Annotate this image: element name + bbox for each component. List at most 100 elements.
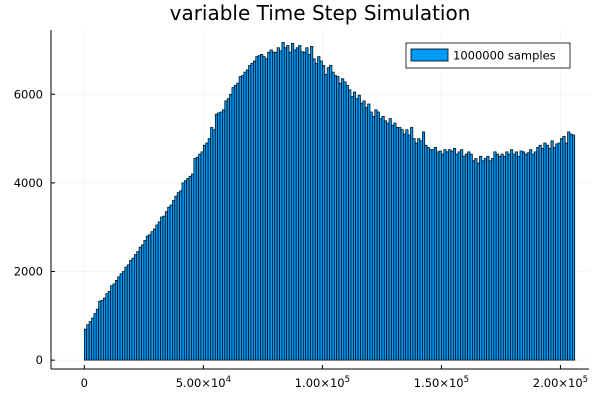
histogram-bar (293, 49, 297, 361)
histogram-bar (448, 149, 452, 361)
legend: 1000000 samples (405, 42, 571, 69)
histogram-bar (162, 215, 166, 361)
histogram-bar (229, 93, 233, 361)
histogram-bar (352, 91, 357, 361)
histogram-bar (186, 178, 190, 361)
histogram-bar (450, 150, 454, 361)
legend-box (405, 42, 571, 69)
x-tick-label: 1.50×105 (414, 375, 469, 390)
histogram-bar (355, 98, 359, 361)
histogram-bar (264, 58, 268, 361)
chart-title: variable Time Step Simulation (170, 1, 471, 25)
histogram-bar (164, 211, 168, 361)
histogram-bar (455, 153, 459, 361)
histogram-bar (126, 264, 130, 361)
histogram-bar (488, 160, 492, 361)
histogram-bar (174, 195, 178, 361)
histogram-bar (422, 131, 426, 361)
histogram-bar (114, 280, 119, 361)
histogram-bar (136, 251, 140, 361)
histogram-bar (179, 190, 183, 361)
histogram-bar (507, 153, 511, 361)
histogram-bar (367, 103, 371, 361)
histogram-bar (107, 291, 111, 361)
histogram-bar (300, 51, 304, 361)
histogram-bar (560, 138, 564, 361)
histogram-bar (543, 142, 547, 361)
histogram-bar (200, 151, 204, 361)
histogram-bar (412, 138, 416, 361)
histogram-bar (243, 71, 247, 361)
histogram-bar (462, 155, 466, 361)
histogram-bar (317, 56, 321, 361)
histogram-bar (469, 153, 473, 361)
histogram-bar (386, 122, 390, 361)
histogram-bar (500, 153, 504, 361)
histogram-bar (331, 71, 335, 361)
histogram-bar (348, 89, 352, 361)
histogram-bar (438, 150, 442, 361)
histogram-bar (481, 160, 485, 361)
histogram-bar (214, 113, 218, 361)
y-tick-label: 4000 (14, 176, 43, 190)
histogram-bar (262, 56, 266, 361)
histogram-bar (250, 62, 254, 361)
histogram-bar (210, 127, 214, 361)
legend-swatch (410, 48, 449, 62)
histogram-bar (88, 321, 92, 361)
histogram-bar (110, 285, 114, 361)
histogram-bar (441, 153, 445, 361)
histogram-bar (129, 260, 133, 361)
histogram-bar (183, 180, 188, 361)
histogram-bar (286, 45, 290, 361)
x-tick-label: 0 (81, 376, 88, 390)
histogram-bar (519, 150, 523, 361)
histogram-bar (524, 153, 528, 361)
histogram-bar (493, 151, 497, 361)
histogram-bar (567, 131, 571, 361)
histogram-bar (464, 153, 468, 361)
legend-label: 1000000 samples (453, 49, 556, 63)
histogram-bar (467, 151, 471, 361)
histogram-bar (383, 120, 388, 361)
histogram-bar (405, 129, 409, 361)
histogram-bar (257, 55, 261, 361)
y-tick-label: 0 (36, 353, 43, 367)
histogram-bar (83, 328, 88, 361)
histogram-bar (167, 206, 171, 361)
histogram-bar (195, 156, 199, 361)
histogram-bar (281, 42, 285, 361)
histogram-bar (505, 151, 509, 361)
histogram-bar (260, 54, 264, 361)
histogram-bar (319, 60, 323, 361)
histogram-bar (133, 254, 138, 361)
histogram-bar (160, 216, 164, 361)
histogram-bar (283, 47, 288, 361)
histogram-bar (238, 76, 242, 361)
histogram-bar (279, 50, 283, 361)
tick-labels: 0 5.00×104 1.00×105 1.50×105 2.00×105 0 2000 40… (14, 87, 588, 390)
histogram-bar (372, 116, 376, 361)
histogram-bar (343, 81, 347, 361)
histogram-bar (298, 45, 302, 361)
histogram-bar (252, 60, 257, 361)
histogram-bar (305, 47, 309, 361)
histogram-bar (521, 151, 526, 361)
histogram-bar (224, 100, 228, 361)
histogram-bar (479, 155, 483, 361)
histogram-bar (357, 94, 361, 361)
histogram-bar (269, 49, 273, 361)
histogram-bar (395, 127, 399, 361)
histogram-bar (150, 231, 154, 361)
histogram-bar (360, 102, 364, 361)
histogram-bar (472, 160, 476, 361)
histogram-bar (436, 151, 440, 361)
histogram-bar (226, 98, 230, 361)
histogram-bar (307, 54, 311, 361)
histogram-bar (426, 147, 430, 361)
histogram-bar (564, 142, 568, 361)
histogram-bar (295, 47, 299, 361)
histogram-bar (514, 151, 518, 361)
histogram-bar (93, 313, 97, 361)
histogram-bar (491, 158, 495, 361)
